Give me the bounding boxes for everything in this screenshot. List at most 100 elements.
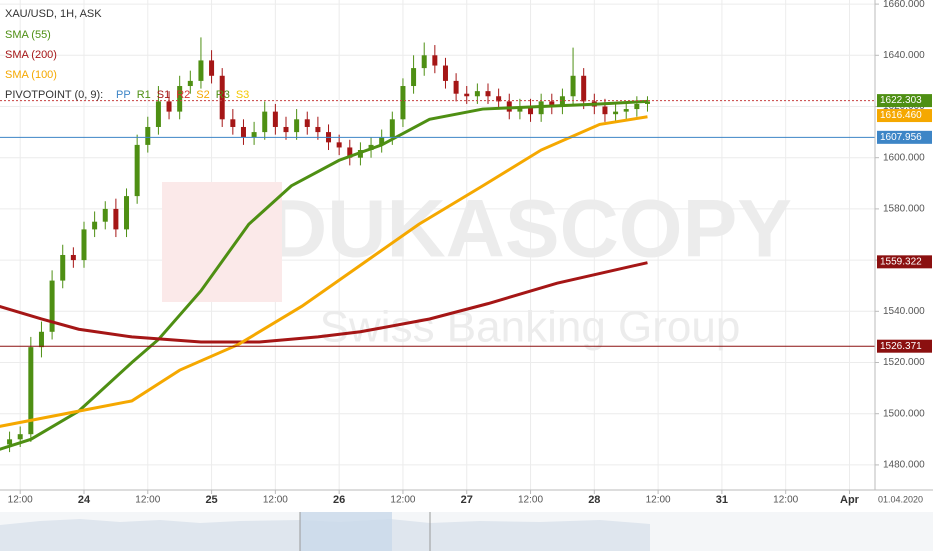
candle-body (634, 103, 640, 110)
candle-body (177, 86, 183, 112)
candle-body (474, 91, 480, 97)
candle-body (581, 75, 587, 102)
candle-body (272, 111, 278, 127)
candle-body (613, 111, 619, 115)
candle-body (315, 126, 321, 133)
legend-entry: SMA (55) (5, 29, 51, 41)
x-tick-label: 24 (78, 494, 91, 506)
x-tick-label: 12:00 (773, 495, 798, 506)
sma-line (0, 261, 648, 344)
price-label-box (877, 255, 932, 269)
candle-body (442, 65, 448, 81)
candle-body (198, 60, 204, 81)
watermark: DUKASCOPY (268, 184, 792, 275)
candle-body (262, 111, 268, 133)
candle-body (559, 96, 565, 107)
date-label: 01.04.2020 (878, 494, 923, 504)
y-tick-label: 1520.000 (883, 357, 925, 368)
candle-body (304, 119, 310, 127)
price-label: 1526.371 (880, 341, 922, 352)
x-tick-label: 12:00 (390, 495, 415, 506)
candle-body (496, 96, 502, 102)
sma-line (0, 115, 648, 428)
x-tick-label: 12:00 (518, 495, 543, 506)
candle-body (528, 106, 534, 115)
pivot-label: R2 (176, 89, 190, 101)
candle-body (294, 119, 300, 133)
pivot-label: R3 (216, 89, 230, 101)
price-label: 1616.460 (880, 110, 922, 121)
x-tick-label: 27 (461, 494, 473, 506)
y-tick-label: 1600.000 (883, 152, 925, 163)
x-tick-label: 28 (588, 494, 600, 506)
candle-body (81, 229, 87, 261)
y-tick-label: 1580.000 (883, 204, 925, 215)
candle-body (113, 208, 119, 230)
price-label: 1559.322 (880, 256, 922, 267)
candle-body (60, 254, 66, 281)
navigator (0, 512, 933, 551)
navigator-window[interactable] (300, 512, 392, 551)
x-tick-label: 26 (333, 494, 345, 506)
candle-body (251, 132, 257, 138)
candle-body (102, 208, 108, 222)
candle-body (400, 86, 406, 120)
candle-body (219, 75, 225, 120)
candle-body (336, 142, 342, 148)
pivot-label: PP (116, 89, 131, 101)
x-tick-label: 12:00 (263, 495, 288, 506)
price-label: 1607.956 (880, 132, 922, 143)
pivot-label: R1 (137, 89, 151, 101)
price-label-box (877, 94, 932, 108)
candle-body (464, 93, 470, 97)
candle-body (453, 80, 459, 94)
plot (0, 37, 875, 453)
candle-body (230, 119, 236, 127)
candle-body (485, 91, 491, 97)
pivot-title: PIVOTPOINT (0, 9): (5, 89, 103, 101)
candle-body (187, 80, 193, 87)
candle-body (209, 60, 215, 76)
pivot-label: S2 (196, 89, 209, 101)
y-tick-label: 1640.000 (883, 50, 925, 61)
candle-body (283, 126, 289, 133)
legend: XAU/USD, 1H, ASK SMA (55) SMA (200) SMA (1… (5, 8, 249, 101)
candle-body (389, 119, 395, 138)
sma-line (0, 99, 648, 451)
x-tick-label: 12:00 (135, 495, 160, 506)
legend-entry: SMA (200) (5, 49, 57, 61)
candle-body (623, 109, 629, 112)
candle-body (421, 55, 427, 69)
candle-body (70, 254, 76, 261)
candle-body (17, 434, 23, 440)
candle-body (38, 331, 44, 348)
candle-body (602, 106, 608, 115)
x-tick-label: 31 (716, 494, 728, 506)
candle-body (7, 439, 13, 445)
y-tick-label: 1660.000 (883, 0, 925, 10)
candle-body (134, 144, 140, 197)
price-label-box (877, 339, 932, 353)
price-label: 1622.303 (880, 95, 922, 106)
candle-body (432, 55, 438, 66)
x-tick-label: 12:00 (646, 495, 671, 506)
candle-body (166, 101, 172, 112)
legend-title: XAU/USD, 1H, ASK (5, 8, 102, 20)
price-label-box (877, 130, 932, 144)
watermark-logo (162, 182, 282, 302)
candle-body (49, 280, 55, 332)
price-label-box (877, 109, 932, 123)
candle-body (28, 347, 34, 435)
y-tick-label: 1540.000 (883, 306, 925, 317)
candle-body (155, 101, 161, 127)
candle-body (92, 221, 98, 230)
candle-body (124, 196, 130, 230)
candle-body (347, 147, 353, 158)
candle-body (240, 126, 246, 138)
candle-body (517, 106, 523, 112)
x-tick-label: 12:00 (8, 495, 33, 506)
pivot-label: S3 (236, 89, 249, 101)
pivot-label: S1 (157, 89, 170, 101)
candle-body (145, 126, 151, 145)
